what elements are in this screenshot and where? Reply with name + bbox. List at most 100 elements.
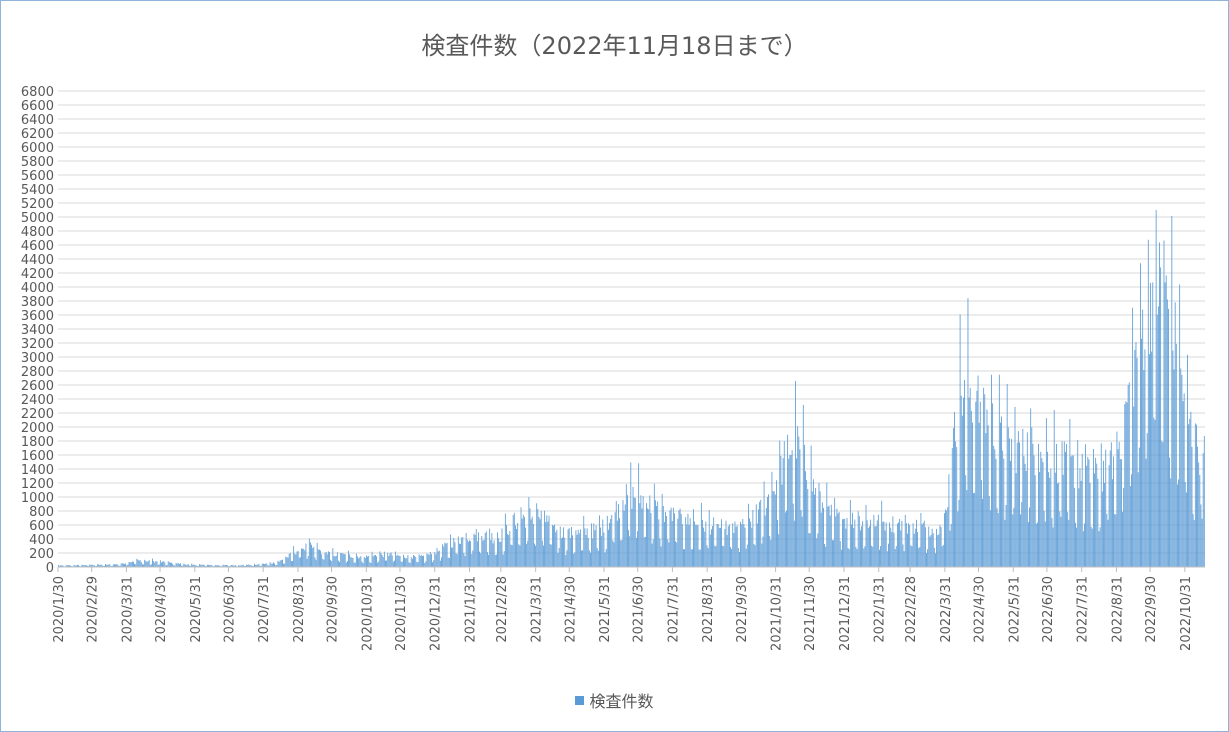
bar xyxy=(858,516,860,567)
bar xyxy=(591,523,593,567)
bar xyxy=(1203,435,1205,567)
bar xyxy=(940,527,942,567)
bar xyxy=(203,564,205,567)
bar xyxy=(326,554,328,567)
bar xyxy=(522,514,524,567)
bar xyxy=(321,554,323,567)
bar xyxy=(997,513,999,567)
bar xyxy=(558,548,560,567)
x-tick-label: 2021/9/30 xyxy=(735,576,750,643)
bar xyxy=(671,520,673,567)
bar xyxy=(812,479,814,567)
bar xyxy=(385,560,386,567)
bar xyxy=(75,565,77,567)
bar xyxy=(1094,473,1095,567)
bar xyxy=(525,527,526,567)
bar xyxy=(535,545,537,567)
bar xyxy=(923,520,925,567)
bar xyxy=(781,484,783,567)
bar xyxy=(734,521,736,567)
bar xyxy=(58,565,59,567)
bar xyxy=(835,516,837,567)
bar xyxy=(433,560,435,567)
bar xyxy=(435,554,437,567)
bar xyxy=(1112,479,1113,567)
x-tick-label: 2021/7/31 xyxy=(666,576,681,643)
bar xyxy=(693,509,694,567)
bar xyxy=(586,528,588,567)
bar xyxy=(176,563,178,567)
bar xyxy=(313,546,315,567)
bar xyxy=(388,555,390,567)
bar xyxy=(307,555,309,567)
bar xyxy=(742,519,744,567)
bar xyxy=(134,563,136,567)
y-tick-label: 4200 xyxy=(21,267,54,282)
bar xyxy=(599,515,600,567)
bar xyxy=(472,550,474,567)
bar xyxy=(1095,457,1097,567)
x-tick-label: 2020/7/31 xyxy=(257,576,272,643)
bar xyxy=(497,532,498,567)
bar xyxy=(299,557,301,567)
bar xyxy=(926,553,927,567)
x-tick-label: 2021/3/31 xyxy=(530,576,545,643)
bar xyxy=(616,520,618,567)
bar xyxy=(713,517,715,567)
bar xyxy=(840,549,842,567)
bar xyxy=(649,495,651,567)
bar xyxy=(995,458,997,567)
bar xyxy=(380,553,382,567)
x-tick-label: 2022/1/31 xyxy=(873,576,888,643)
bar xyxy=(417,562,419,567)
bar xyxy=(1011,438,1013,567)
bar xyxy=(1122,511,1123,567)
bar xyxy=(283,563,284,567)
bar xyxy=(164,562,166,567)
bar xyxy=(506,524,507,567)
bar xyxy=(602,519,604,567)
bar xyxy=(186,564,188,567)
bar xyxy=(719,527,721,567)
bar xyxy=(464,556,466,567)
bar xyxy=(374,555,376,567)
bar xyxy=(784,512,786,567)
bar xyxy=(751,527,753,567)
bar xyxy=(311,544,312,567)
bar xyxy=(332,548,334,567)
bar xyxy=(899,518,901,567)
bar xyxy=(1090,526,1092,567)
bar xyxy=(266,563,268,567)
bar xyxy=(527,540,529,567)
bar xyxy=(447,557,449,567)
bar xyxy=(463,552,465,567)
bar xyxy=(920,512,922,567)
bar xyxy=(913,533,915,567)
bar xyxy=(115,564,116,567)
bar xyxy=(996,508,998,567)
bar xyxy=(308,538,310,567)
bar xyxy=(479,551,480,567)
bar xyxy=(288,553,290,567)
bar xyxy=(594,530,596,567)
bar xyxy=(426,553,428,567)
bar xyxy=(951,448,953,567)
bar xyxy=(958,499,960,567)
bar xyxy=(639,503,641,567)
bar xyxy=(1099,527,1101,567)
bar xyxy=(227,565,228,567)
bar xyxy=(1045,418,1047,567)
bar xyxy=(427,554,429,567)
bar xyxy=(98,564,100,567)
bar xyxy=(312,548,314,567)
bar xyxy=(917,531,918,567)
bar xyxy=(790,455,792,567)
bar xyxy=(344,554,346,567)
bar xyxy=(802,404,804,567)
bar xyxy=(383,551,385,567)
bar xyxy=(209,565,211,567)
bar xyxy=(945,509,946,567)
bar xyxy=(554,524,556,567)
bar xyxy=(130,562,132,567)
